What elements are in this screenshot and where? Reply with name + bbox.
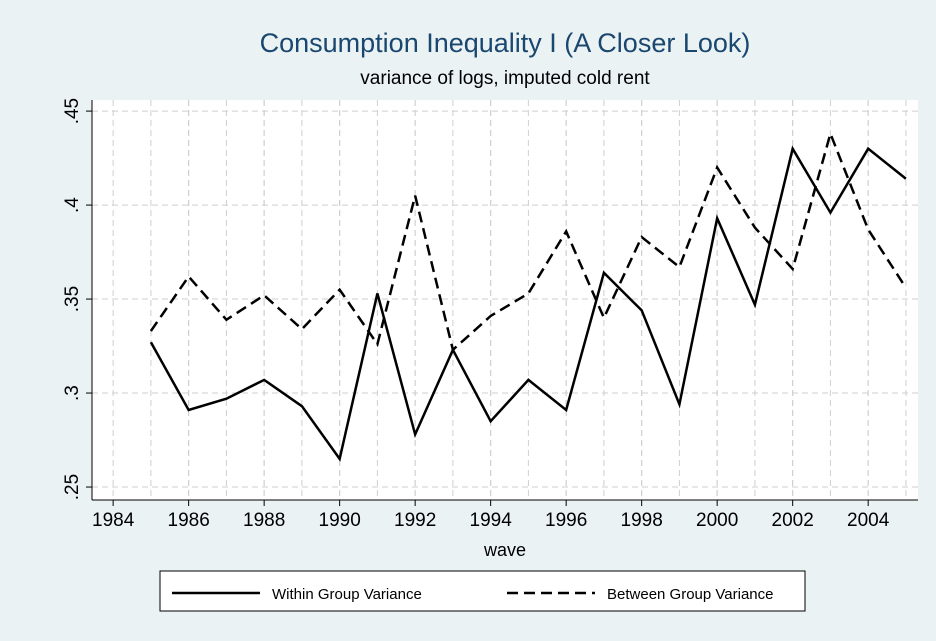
chart-title: Consumption Inequality I (A Closer Look) <box>260 28 751 58</box>
x-tick-label: 2004 <box>847 510 890 531</box>
x-axis-label: wave <box>483 540 526 560</box>
data-line <box>149 129 907 353</box>
y-tick-label: .45 <box>62 98 83 124</box>
chart-subtitle: variance of logs, imputed cold rent <box>360 68 650 89</box>
x-tick-label: 1996 <box>545 510 587 531</box>
data-line <box>149 145 907 462</box>
y-tick-label: .25 <box>62 474 83 500</box>
x-tick-label: 1998 <box>621 510 663 531</box>
y-tick-label: .4 <box>62 197 83 213</box>
x-tick-label: 1988 <box>243 510 285 531</box>
x-tick-label: 1984 <box>92 510 135 531</box>
y-tick-label: .3 <box>62 385 83 401</box>
legend-label: Within Group Variance <box>272 586 422 603</box>
x-tick-label: 1992 <box>394 510 436 531</box>
x-tick-label: 1990 <box>319 510 361 531</box>
x-tick-label: 2000 <box>696 510 738 531</box>
y-tick-label: .35 <box>62 286 83 312</box>
legend-box <box>159 570 806 612</box>
x-tick-label: 1986 <box>168 510 210 531</box>
x-tick-label: 2002 <box>772 510 814 531</box>
x-tick-label: 1994 <box>470 510 513 531</box>
plot-area <box>92 100 918 500</box>
legend-label: Between Group Variance <box>607 586 774 603</box>
